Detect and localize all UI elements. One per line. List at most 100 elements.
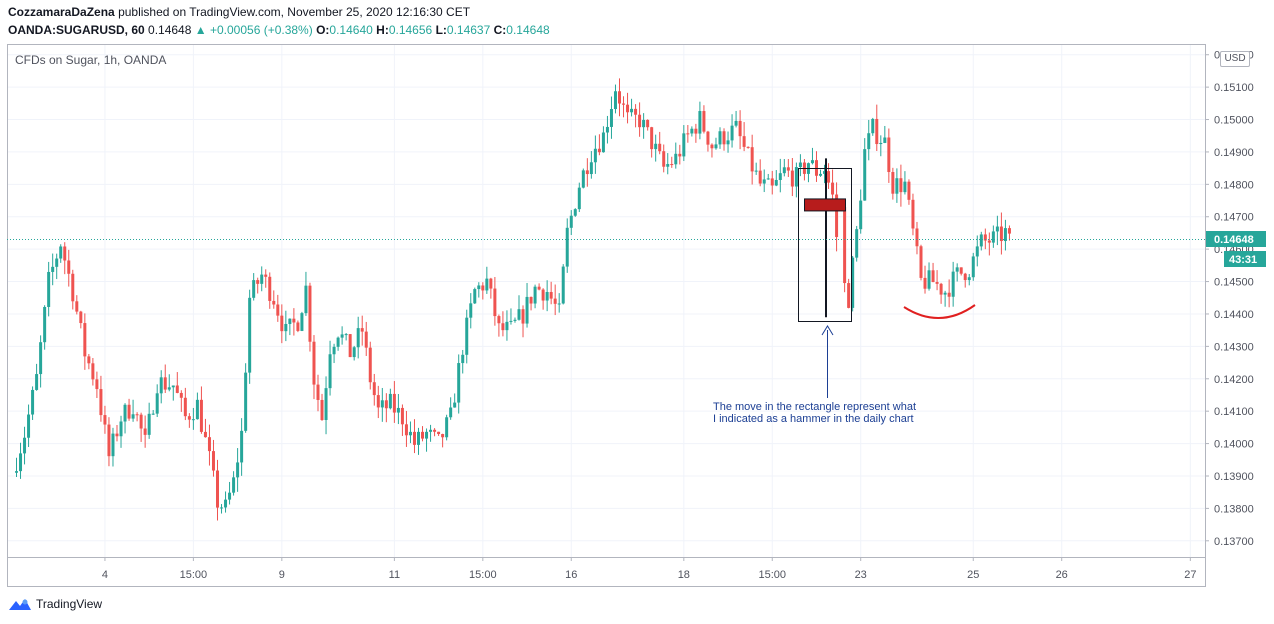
candle-body [380, 400, 384, 408]
candle-body [827, 171, 831, 183]
candle-body [943, 292, 947, 295]
candle-body [340, 334, 344, 338]
candle-body [248, 297, 252, 373]
publish-info: CozzamaraDaZena published on TradingView… [8, 5, 470, 19]
candle-body [513, 319, 517, 321]
candle-body [738, 120, 742, 137]
price-change: ▲ +0.00056 (+0.38%) [194, 23, 313, 37]
last-price-tag-text: 0.14648 [1214, 234, 1254, 246]
candle-body [823, 171, 827, 174]
tradingview-logo-icon [9, 599, 31, 610]
candle-body [211, 451, 215, 471]
candle-body [304, 285, 308, 314]
candle-body [71, 273, 75, 302]
price-tick-label: 0.14300 [1214, 341, 1254, 353]
candle-body [609, 109, 613, 127]
candle-body [388, 393, 392, 409]
candle-body [698, 111, 702, 134]
candle-body [521, 309, 525, 324]
candle-body [135, 414, 139, 416]
candle-body [999, 226, 1003, 242]
candle-body [577, 187, 581, 210]
candle-body [384, 400, 388, 409]
candle-body [774, 179, 778, 186]
candle-body [216, 470, 219, 508]
candle-body [565, 227, 569, 267]
annotation-arrow-head [821, 325, 834, 336]
candle-body [927, 270, 931, 289]
candle-body [461, 354, 465, 364]
candle-body [497, 316, 501, 324]
candle-body [220, 507, 224, 509]
candle-body [770, 178, 774, 186]
candle-body [835, 194, 839, 238]
footer-brand[interactable]: TradingView [8, 597, 102, 611]
footer-brand-text: TradingView [36, 597, 103, 611]
candle-body [417, 431, 420, 445]
candle-body [437, 431, 441, 435]
candle-body [368, 347, 372, 383]
annotation-text-line2: I indicated as a hammer in the daily cha… [713, 413, 914, 425]
time-tick-label: 25 [967, 569, 979, 581]
candle-body [23, 437, 27, 454]
candle-body [851, 257, 855, 308]
candle-body [810, 160, 814, 164]
candle-body [650, 127, 654, 150]
candle-body [244, 372, 248, 431]
candle-body [1003, 228, 1007, 242]
candles-layer [15, 78, 1011, 521]
candle-body [75, 301, 79, 312]
candle-body [199, 399, 203, 432]
candle-body [457, 363, 461, 403]
candle-body [195, 399, 199, 420]
candle-body [228, 492, 232, 500]
high-value: 0.14656 [388, 23, 433, 37]
candle-body [119, 421, 123, 437]
candle-body [79, 311, 83, 324]
price-tick-label: 0.14500 [1214, 277, 1254, 289]
countdown-tag [1224, 251, 1266, 267]
candle-body [658, 143, 662, 152]
candle-body [541, 289, 545, 301]
author-name[interactable]: CozzamaraDaZena [8, 5, 115, 19]
candle-body [276, 304, 280, 316]
candle-body [967, 277, 971, 281]
candle-body [408, 431, 412, 436]
candle-body [919, 246, 923, 278]
candle-body [875, 118, 879, 145]
candle-body [686, 133, 690, 135]
candle-body [155, 393, 159, 414]
candle-body [867, 133, 871, 150]
candle-body [545, 292, 549, 301]
candle-body [746, 146, 750, 148]
candle-body [400, 407, 404, 425]
candle-body [718, 131, 722, 145]
candle-body [706, 131, 710, 145]
rounding-bottom-arc [903, 304, 976, 319]
candle-body [819, 173, 822, 176]
price-tick-label: 0.15100 [1214, 82, 1254, 94]
candle-body [871, 118, 875, 134]
price-tick-label: 0.14400 [1214, 309, 1254, 321]
candle-body [923, 277, 927, 289]
price-tick-label: 0.14100 [1214, 406, 1254, 418]
candle-body [485, 278, 489, 291]
close-value: 0.14648 [506, 23, 550, 37]
candle-body [425, 431, 429, 439]
candle-body [903, 181, 907, 193]
candle-body [666, 164, 670, 167]
candle-body [626, 104, 630, 113]
chart-frame [7, 44, 1206, 587]
candle-body [260, 274, 264, 284]
candle-body [300, 313, 304, 331]
candle-body [581, 170, 585, 188]
candle-body [742, 136, 746, 147]
time-tick-label: 15:00 [180, 569, 208, 581]
candle-body [634, 108, 638, 115]
published-text: published on TradingView.com, November 2… [118, 5, 471, 19]
currency-badge[interactable]: USD [1220, 51, 1250, 67]
candle-body [529, 296, 533, 304]
candle-body [15, 471, 18, 473]
candle-body [714, 144, 718, 149]
